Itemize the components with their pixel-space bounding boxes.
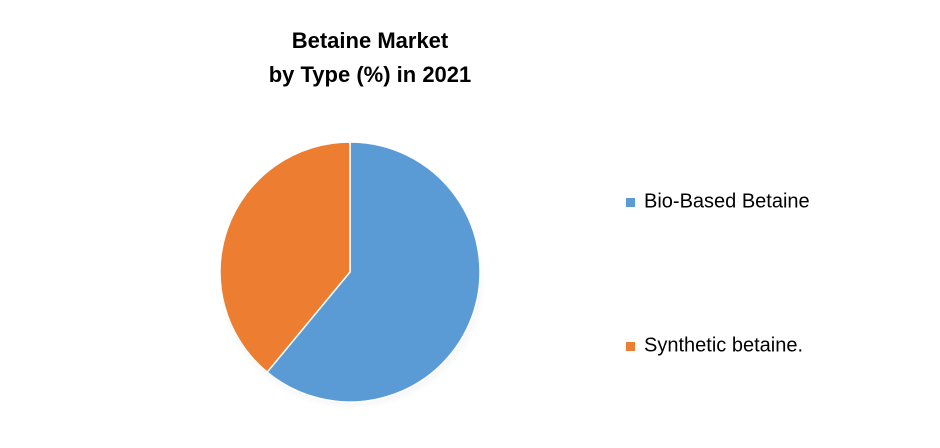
pie <box>219 141 481 403</box>
legend-label: Bio-Based Betaine <box>644 190 810 212</box>
chart-title: Betaine Market <box>292 28 449 53</box>
pie-slice <box>219 141 351 374</box>
chart-title: by Type (%) in 2021 <box>269 62 472 87</box>
pie-slice <box>266 141 481 403</box>
legend-label: Synthetic betaine. <box>644 334 803 356</box>
legend-swatch <box>626 342 635 351</box>
legend-swatch <box>626 198 635 207</box>
legend: Bio-Based Betaine Synthetic betaine. <box>626 190 810 356</box>
